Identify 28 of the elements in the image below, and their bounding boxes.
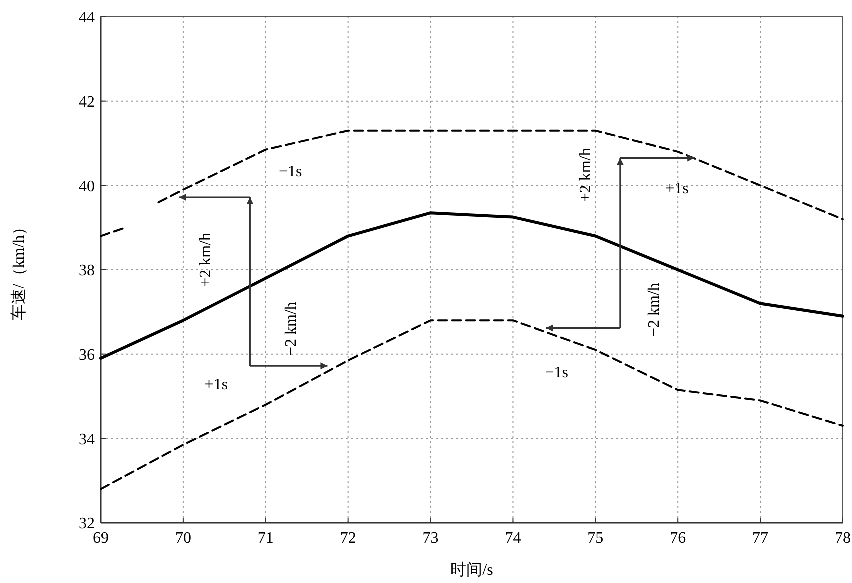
- y-tick-label: 38: [79, 262, 95, 280]
- y-tick-label: 32: [79, 516, 95, 533]
- y-tick-label: 40: [79, 178, 95, 196]
- annotation: −1s: [278, 164, 302, 181]
- y-tick-label: 34: [79, 431, 95, 448]
- annotation: +2 km/h: [578, 148, 595, 202]
- y-axis-title: 车速/（km/h）: [10, 219, 28, 321]
- line-series: [100, 212, 844, 360]
- y-tick-label: 36: [79, 346, 95, 364]
- x-tick-label: 76: [670, 530, 686, 547]
- x-tick-label: 70: [175, 530, 192, 547]
- y-tick-label: 42: [79, 94, 95, 111]
- x-tick-label: 73: [422, 530, 439, 547]
- x-tick-label: 75: [588, 530, 604, 547]
- x-tick-label: 71: [258, 530, 274, 547]
- annotation: −1s: [545, 364, 569, 382]
- y-tick-label: 44: [79, 10, 95, 27]
- x-tick-label: 72: [340, 530, 356, 547]
- annotation: +1s: [666, 180, 689, 198]
- annotation: +1s: [204, 376, 228, 394]
- annotation: −2 km/h: [646, 283, 663, 338]
- annotation: +2 km/h: [197, 232, 214, 287]
- x-tick-label: 69: [93, 530, 109, 547]
- annotation: −2 km/h: [283, 302, 300, 356]
- x-axis-title: 时间/s: [450, 561, 494, 579]
- x-tick-label: 78: [835, 530, 851, 547]
- x-tick-label: 77: [752, 530, 769, 547]
- x-tick-label: 74: [505, 530, 522, 547]
